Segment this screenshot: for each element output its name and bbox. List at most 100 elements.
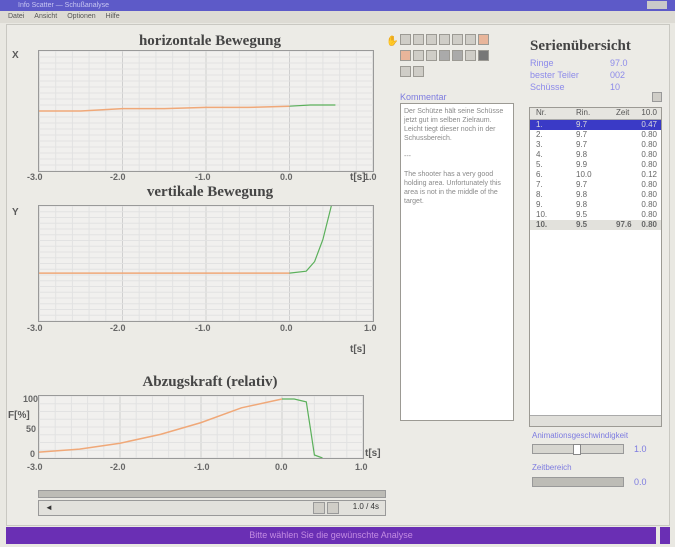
table-cell: 0.80 xyxy=(641,190,657,199)
table-cell: 9.7 xyxy=(576,120,588,129)
xtick: -2.0 xyxy=(110,323,126,333)
tool-button[interactable] xyxy=(400,66,411,77)
chart-title-horizontal: horizontale Bewegung xyxy=(138,33,282,49)
table-cell: 0.80 xyxy=(641,200,657,209)
table-header: Nr. Rin. Zeit 10.0 xyxy=(530,108,661,120)
zoom-value: 0.0 xyxy=(634,477,647,487)
scroll-left-icon[interactable]: ◄ xyxy=(45,503,53,512)
xtick: 0.0 xyxy=(280,323,293,333)
menu-ansicht[interactable]: Ansicht xyxy=(34,13,58,20)
table-cell: 97.6 xyxy=(616,220,632,229)
xtick: -3.0 xyxy=(27,323,43,333)
table-total-row: 10. 9.5 97.6 0.80 xyxy=(530,220,661,230)
tool-button[interactable] xyxy=(426,34,437,45)
ylabel-vertical: Y xyxy=(12,207,19,218)
playback-time: 1.0 / 4s xyxy=(352,502,379,511)
table-cell: 1. xyxy=(536,120,543,129)
table-row[interactable]: 5. 9.9 0.80 xyxy=(530,160,661,170)
status-right xyxy=(660,527,670,544)
tool-button[interactable] xyxy=(439,34,450,45)
series-line xyxy=(39,105,290,112)
table-scrollbar[interactable] xyxy=(530,415,661,426)
chart-vertical xyxy=(38,205,374,322)
menu-hilfe[interactable]: Hilfe xyxy=(105,13,120,20)
table-cell: 9.5 xyxy=(576,220,588,229)
playback-scrollbar[interactable]: ◄ 1.0 / 4s xyxy=(38,500,386,516)
menu-datei[interactable]: Datei xyxy=(8,13,25,20)
tool-button[interactable] xyxy=(452,50,463,61)
tool-button[interactable] xyxy=(439,50,450,61)
xtick: -3.0 xyxy=(27,462,43,472)
speed-slider[interactable] xyxy=(532,444,624,455)
table-row[interactable]: 8. 9.8 0.80 xyxy=(530,190,661,200)
tool-button[interactable] xyxy=(465,50,476,61)
table-cell: 0.12 xyxy=(641,170,657,179)
table-row[interactable]: 4. 9.8 0.80 xyxy=(530,150,661,160)
table-cell: 0.80 xyxy=(641,180,657,189)
chart-horizontal xyxy=(38,50,374,172)
xlabel-force: t[s] xyxy=(365,448,381,459)
table-cell: 0.80 xyxy=(641,130,657,139)
info-schuss: Schüsse 10 xyxy=(530,82,621,92)
table-cell: 8. xyxy=(536,190,543,199)
title-bar: Info Scatter — Schußanalyse xyxy=(0,0,675,11)
slider-thumb[interactable] xyxy=(573,444,581,455)
xtick: -1.0 xyxy=(195,323,211,333)
table-cell: 0.80 xyxy=(641,210,657,219)
tool-button[interactable] xyxy=(465,34,476,45)
info-ringe: Ringe 97.0 xyxy=(530,58,628,68)
tool-button[interactable] xyxy=(413,34,424,45)
tool-button[interactable] xyxy=(400,34,411,45)
table-cell: 10. xyxy=(536,210,548,219)
series-line xyxy=(39,398,283,453)
window-title: Info Scatter — Schußanalyse xyxy=(18,2,110,9)
tool-button[interactable] xyxy=(478,34,489,45)
table-row[interactable]: 10. 9.5 0.80 xyxy=(530,210,661,220)
tool-button[interactable] xyxy=(452,34,463,45)
series-line xyxy=(289,206,332,274)
table-row[interactable]: 6. 10.0 0.12 xyxy=(530,170,661,180)
step-back-button[interactable] xyxy=(313,502,325,514)
table-row[interactable]: 3. 9.7 0.80 xyxy=(530,140,661,150)
zoom-label: Zeitbereich xyxy=(532,463,572,472)
chart-force xyxy=(38,395,364,459)
zoom-slider[interactable] xyxy=(532,477,624,487)
comment-textarea[interactable]: Der Schütze hält seine Schüsse jetzt gut… xyxy=(400,103,514,421)
table-cell: 9. xyxy=(536,200,543,209)
table-cell: 9.5 xyxy=(576,210,588,219)
table-row[interactable]: 9. 9.8 0.80 xyxy=(530,200,661,210)
window-controls[interactable] xyxy=(647,1,667,9)
tool-button[interactable] xyxy=(426,50,437,61)
speed-value: 1.0 xyxy=(634,444,647,454)
ytick: 50 xyxy=(26,424,37,434)
table-cell: 9.8 xyxy=(576,190,588,199)
xtick: 1.0 xyxy=(364,172,377,182)
ytick: 0 xyxy=(30,449,36,459)
tool-button[interactable] xyxy=(478,50,489,61)
xtick: -1.0 xyxy=(195,172,211,182)
serien-scroll-up-button[interactable] xyxy=(652,92,662,102)
menu-optionen[interactable]: Optionen xyxy=(67,13,96,20)
table-row[interactable]: 1. 9.7 0.47 xyxy=(530,120,661,130)
step-forward-button[interactable] xyxy=(327,502,339,514)
toolbox xyxy=(400,32,510,80)
xtick: -2.0 xyxy=(110,462,126,472)
ylabel-force: F[%] xyxy=(8,410,30,421)
status-bar: Bitte wählen Sie die gewünschte Analyse xyxy=(6,527,656,544)
table-cell: 0.47 xyxy=(641,120,657,129)
timeline-bar[interactable] xyxy=(38,490,386,498)
table-row[interactable]: 2. 9.7 0.80 xyxy=(530,130,661,140)
xtick: 0.0 xyxy=(280,172,293,182)
xtick: -3.0 xyxy=(27,172,43,182)
hand-icon[interactable]: ✋ xyxy=(386,36,399,47)
tool-button[interactable] xyxy=(413,66,424,77)
tool-button[interactable] xyxy=(400,50,411,61)
table-cell: 0.80 xyxy=(641,220,657,229)
xtick: 1.0 xyxy=(364,323,377,333)
menu-bar: Datei Ansicht Optionen Hilfe xyxy=(0,11,675,23)
table-cell: 9.7 xyxy=(576,180,588,189)
tool-button[interactable] xyxy=(413,50,424,61)
xlabel-horizontal: t[s] xyxy=(350,172,366,183)
table-row[interactable]: 7. 9.7 0.80 xyxy=(530,180,661,190)
table-cell: 7. xyxy=(536,180,543,189)
